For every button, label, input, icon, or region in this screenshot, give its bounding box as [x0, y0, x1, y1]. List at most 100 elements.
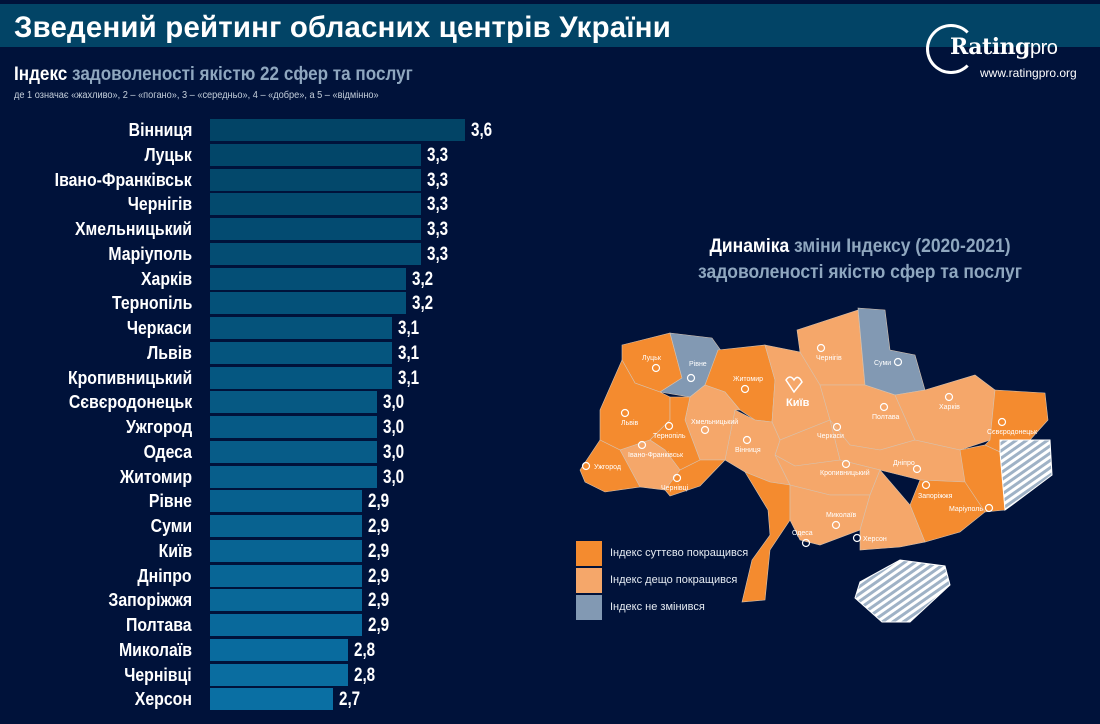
bar-row: Маріуполь 3,3	[0, 242, 560, 265]
bar	[210, 242, 422, 265]
city-marker-icon	[637, 440, 647, 450]
city-marker-icon	[832, 422, 842, 432]
occupied-territory	[854, 559, 951, 623]
city-marker-icon	[740, 384, 750, 394]
chart-subtitle: Індекс задоволеності якістю 22 сфер та п…	[14, 64, 413, 85]
map-city-label: Рівне	[689, 360, 707, 368]
bar-value-label: 2,9	[368, 540, 390, 562]
bar-row: Хмельницький 3,3	[0, 218, 560, 240]
bar-value-label: 2,7	[339, 689, 361, 711]
bar-label: Суми	[150, 516, 192, 536]
bar-label: Рівне	[148, 491, 192, 512]
bar-row: Чернігів 3,3	[0, 193, 560, 216]
city-marker-icon	[997, 417, 1007, 427]
bar-value-label: 2,8	[353, 664, 375, 686]
map-city-label: Маріуполь	[949, 505, 983, 513]
bar-row: Київ 2,9	[0, 539, 560, 562]
bar	[210, 465, 378, 488]
bar-label: Кропивницький	[67, 367, 192, 388]
header-band: Зведений рейтинг обласних центрів Україн…	[0, 4, 1100, 47]
bar-value-label: 3,1	[397, 367, 419, 389]
map-city-label: Харків	[939, 403, 960, 411]
bar	[210, 366, 392, 389]
map-city-label: Київ	[786, 397, 810, 409]
bar	[210, 490, 363, 513]
bar	[210, 317, 392, 339]
city-marker-icon	[912, 464, 922, 474]
bar-label: Одеса	[143, 441, 192, 462]
city-marker-icon	[801, 538, 811, 548]
bar	[210, 218, 422, 240]
bar-label: Полтава	[126, 615, 192, 635]
map-city-label: Львів	[621, 419, 639, 427]
bar-value-label: 3,0	[383, 466, 405, 488]
bar-row: Черкаси 3,1	[0, 317, 560, 339]
bar	[210, 168, 422, 191]
bar-value-label: 3,0	[383, 417, 405, 438]
map-title: Динаміка зміни Індексу (2020-2021) задов…	[698, 236, 1022, 283]
bar	[210, 663, 348, 686]
legend-swatch	[576, 567, 602, 593]
map-city-label: Полтава	[872, 414, 900, 421]
legend-item-significant: Індекс суттєво покращився	[576, 540, 748, 566]
ratingpro-logo[interactable]: Ratingpro www.ratingpro.org	[920, 20, 1100, 80]
map-region	[724, 409, 791, 486]
bar-row: Миколаїв 2,8	[0, 638, 560, 661]
bar-value-label: 3,3	[427, 169, 449, 191]
bar-row: Чернівці 2,8	[0, 663, 560, 686]
bar-value-label: 2,9	[368, 491, 390, 513]
map-region	[664, 459, 726, 497]
bar-row: Івано-Франківськ 3,3	[0, 168, 560, 191]
map-city-label: Дніпро	[893, 459, 915, 467]
bar	[210, 564, 363, 587]
city-marker-icon	[893, 357, 903, 367]
map-region	[859, 469, 926, 551]
city-marker-icon	[581, 461, 591, 471]
bar	[210, 614, 363, 636]
bar-value-label: 3,6	[471, 120, 493, 141]
bar-label: Хмельницький	[74, 219, 192, 239]
bar-value-label: 3,1	[397, 342, 419, 364]
city-marker-icon	[984, 503, 994, 513]
bar-row: Запоріжжя 2,9	[0, 589, 560, 612]
bar	[210, 638, 348, 661]
map-city-label: Кропивницький	[820, 469, 870, 477]
bar-value-label: 3,3	[427, 144, 449, 166]
city-marker-icon	[620, 408, 630, 418]
bar-value-label: 3,2	[412, 293, 434, 315]
bar	[210, 341, 392, 364]
bar-row: Львів 3,1	[0, 341, 560, 364]
bar-label: Луцьк	[144, 144, 192, 165]
city-marker-icon	[651, 363, 661, 373]
map-city-label: Тернопіль	[653, 432, 686, 440]
map-city-label: Запоріжжя	[918, 492, 953, 500]
bar	[210, 440, 378, 463]
map-region	[857, 307, 926, 396]
map-city-label: Миколаїв	[826, 512, 857, 519]
bar-row: Харків 3,2	[0, 267, 560, 290]
city-marker-icon	[852, 533, 862, 543]
map-city-label: Одеса	[792, 530, 813, 537]
city-marker-icon	[664, 421, 674, 431]
bar-row: Херсон 2,7	[0, 688, 560, 711]
map-city-label: Чернівці	[661, 484, 689, 492]
city-marker-icon	[921, 480, 931, 490]
map-city-label: Житомир	[733, 376, 763, 383]
bar-label: Миколаїв	[119, 639, 192, 660]
legend-swatch	[576, 540, 602, 566]
page-title: Зведений рейтинг обласних центрів Україн…	[14, 11, 671, 44]
map-city-label: Івано-Франківськ	[628, 451, 684, 459]
bar-row: Вінниця 3,6	[0, 119, 560, 141]
map-city-label: Суми	[874, 360, 891, 367]
bar-row: Ужгород 3,0	[0, 416, 560, 438]
bar	[210, 119, 466, 141]
bar-label: Черкаси	[127, 318, 192, 338]
map-city-label: Вінниця	[735, 446, 761, 454]
bar-label: Харків	[140, 268, 192, 289]
bar	[210, 589, 363, 612]
city-marker-icon	[944, 392, 954, 402]
city-marker-icon	[700, 425, 710, 435]
bar-value-label: 2,9	[368, 615, 390, 636]
bar-row: Луцьк 3,3	[0, 143, 560, 166]
